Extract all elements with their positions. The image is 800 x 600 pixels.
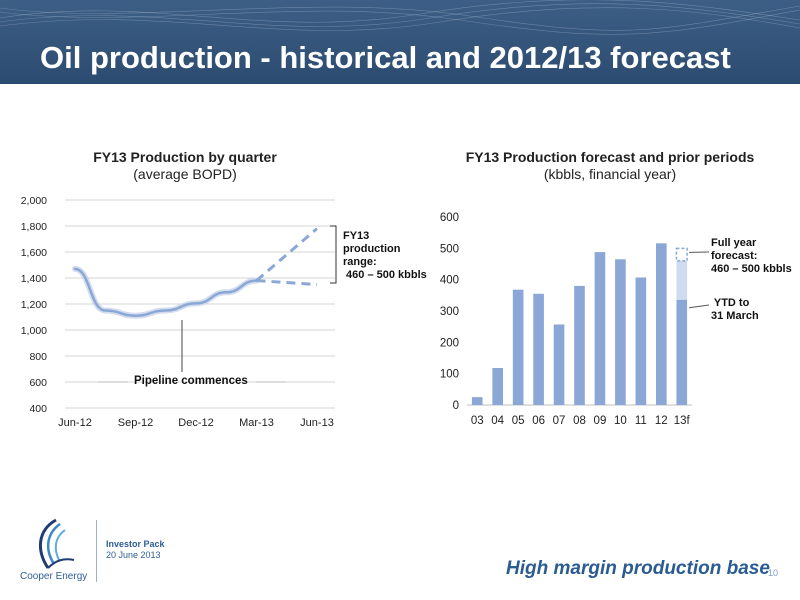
bar-12 (656, 243, 667, 405)
forecast-remaining-bar (676, 260, 688, 300)
ytd-leader-line (689, 304, 710, 309)
bar-10 (615, 259, 626, 405)
series-line (73, 267, 258, 317)
pipeline-annotation: Pipeline commences (134, 375, 248, 387)
presentation-date: 20 June 2013 (106, 550, 161, 560)
x-tick-label: 03 (471, 415, 484, 427)
ytd-annotation: YTD to 31 March (711, 297, 759, 322)
x-tick-label: 04 (491, 415, 504, 427)
page-number: 10 (768, 568, 779, 578)
bar-13f (676, 299, 688, 405)
slide-title: Oil production - historical and 2012/13 … (40, 40, 731, 75)
y-tick-label: 1,200 (21, 299, 47, 311)
bar-09 (594, 252, 606, 405)
y-tick-label: 500 (440, 243, 459, 255)
x-tick-label: 08 (573, 415, 586, 427)
footer-divider (96, 520, 97, 582)
x-tick-label: 10 (614, 415, 627, 427)
y-tick-label: 400 (29, 403, 47, 415)
cooper-energy-logo-icon (39, 518, 75, 569)
chart2-subtitle: (kbbls, financial year) (543, 166, 677, 182)
y-tick-label: 1,400 (21, 273, 47, 285)
y-tick-label: 2,000 (21, 195, 47, 207)
y-tick-label: 0 (453, 400, 459, 412)
y-tick-label: 600 (440, 212, 459, 224)
x-tick-label: Sep-12 (118, 417, 153, 429)
x-tick-label: 05 (512, 415, 525, 427)
bar-05 (512, 289, 524, 405)
chart1-title: FY13 Production by quarter (93, 149, 277, 165)
x-tick-label: 06 (532, 415, 545, 427)
bar-06 (533, 293, 544, 405)
forecast-range-bar (675, 247, 688, 262)
tagline: High margin production base (506, 558, 770, 579)
title-banner: Oil production - historical and 2012/13 … (0, 0, 800, 84)
x-tick-label: 09 (594, 415, 607, 427)
range-bracket (330, 225, 337, 284)
chart1-subtitle: (average BOPD) (133, 166, 237, 182)
y-tick-label: 600 (29, 377, 47, 389)
y-tick-label: 1,800 (21, 221, 47, 233)
x-tick-label: 07 (553, 415, 566, 427)
investor-pack-label: Investor Pack (106, 539, 165, 549)
y-tick-label: 1,000 (21, 325, 47, 337)
bar-08 (574, 285, 585, 405)
x-tick-label: Jun-12 (58, 417, 92, 429)
chart1-heading: FY13 Production by quarter (average BOPD… (40, 149, 330, 183)
banner-wave-pattern (0, 0, 800, 84)
full-year-forecast-annotation: Full year forecast: 460 – 500 kbbls (711, 237, 792, 275)
x-tick-label: 11 (635, 415, 647, 427)
x-tick-label: Dec-12 (178, 417, 213, 429)
y-tick-label: 300 (440, 306, 459, 318)
brand-name: Cooper Energy (20, 571, 88, 582)
x-tick-label: Jun-13 (300, 417, 334, 429)
bar-07 (553, 324, 565, 405)
forecast-dashed-line (256, 279, 318, 286)
bar-11 (635, 277, 647, 405)
y-tick-label: 1,600 (21, 247, 47, 259)
y-tick-label: 100 (440, 369, 459, 381)
production-range-annotation: FY13 production range: 460 – 500 kbbls (343, 230, 427, 281)
bar-04 (492, 368, 503, 405)
y-tick-label: 800 (29, 351, 47, 363)
y-tick-label: 200 (440, 337, 459, 349)
chart2-heading: FY13 Production forecast and prior perio… (420, 149, 800, 183)
x-tick-label: 12 (655, 415, 668, 427)
bar-03 (471, 397, 483, 405)
y-tick-label: 400 (440, 275, 459, 287)
x-tick-label: Mar-13 (239, 417, 274, 429)
forecast-dashed-line (255, 227, 318, 282)
chart2-title: FY13 Production forecast and prior perio… (465, 149, 755, 165)
x-tick-label: 13f (674, 415, 691, 427)
